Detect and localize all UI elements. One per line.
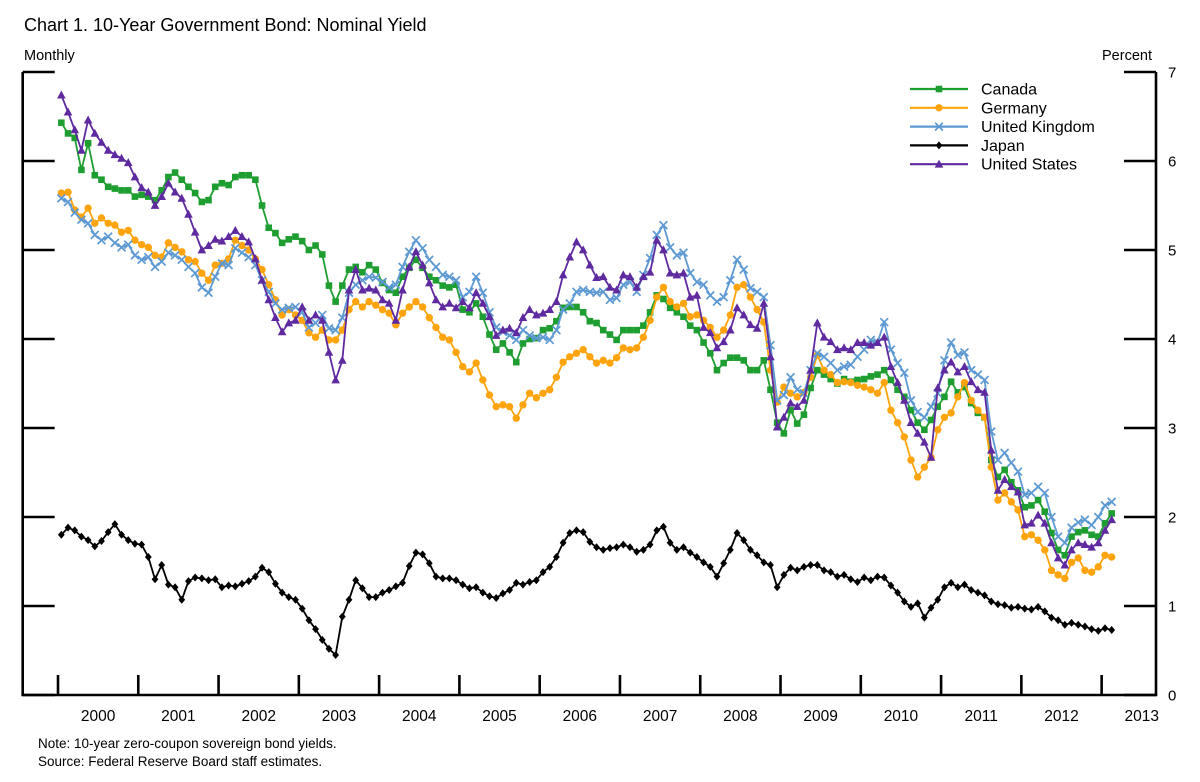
y-tick-label: 4 bbox=[1168, 332, 1176, 349]
x-tick-label: 2004 bbox=[402, 708, 437, 725]
series-line bbox=[60, 523, 1112, 656]
series-markers bbox=[57, 188, 1116, 583]
data-series bbox=[56, 90, 1117, 659]
legend-label: United States bbox=[981, 157, 1077, 174]
legend-label: Japan bbox=[981, 138, 1025, 155]
legend-entry-united-kingdom: United Kingdom bbox=[910, 119, 1095, 136]
y-tick-label: 5 bbox=[1168, 243, 1176, 260]
legend-entry-germany: Germany bbox=[910, 100, 1047, 117]
x-tick-label: 2007 bbox=[643, 708, 677, 725]
y-axis-unit-label: Percent bbox=[1102, 48, 1152, 64]
series-united-states bbox=[57, 90, 1116, 569]
legend-label: Canada bbox=[981, 82, 1037, 99]
x-tick-label: 2013 bbox=[1125, 708, 1159, 725]
x-tick-label: 2010 bbox=[884, 708, 919, 725]
legend-label: Germany bbox=[981, 100, 1047, 117]
y-tick-label: 2 bbox=[1168, 510, 1176, 527]
series-canada bbox=[58, 119, 1115, 559]
x-tick-label: 2006 bbox=[563, 708, 597, 725]
series-markers bbox=[57, 90, 1116, 569]
legend-entry-japan: Japan bbox=[910, 138, 1025, 155]
series-markers bbox=[58, 119, 1115, 559]
note-text: Note: 10-year zero-coupon sovereign bond… bbox=[38, 736, 337, 751]
frequency-label: Monthly bbox=[24, 48, 76, 64]
x-tick-label: 2002 bbox=[241, 708, 275, 725]
x-tick-label: 2003 bbox=[322, 708, 356, 725]
legend-label: United Kingdom bbox=[981, 119, 1095, 136]
x-tick-label: 2001 bbox=[161, 708, 195, 725]
legend-entry-canada: Canada bbox=[910, 82, 1037, 99]
x-tick-label: 2011 bbox=[965, 708, 998, 725]
series-japan bbox=[57, 520, 1116, 659]
axes: 0 1 2 3 4 5 6 7 2000 2001 2002 2003 2004 2005 2006 2007… bbox=[21, 65, 1176, 725]
x-tick-label: 2000 bbox=[81, 708, 116, 725]
series-germany bbox=[57, 188, 1116, 583]
chart-title: Chart 1. 10-Year Government Bond: Nomina… bbox=[24, 15, 427, 35]
y-tick-label: 7 bbox=[1168, 65, 1176, 82]
source-text: Source: Federal Reserve Board staff esti… bbox=[38, 754, 322, 769]
y-tick-label: 3 bbox=[1168, 421, 1176, 438]
series-markers bbox=[57, 520, 1116, 659]
y-tick-label: 0 bbox=[1168, 688, 1176, 705]
series-line bbox=[60, 197, 1113, 544]
y-tick-label: 6 bbox=[1168, 154, 1176, 171]
x-tick-label: 2012 bbox=[1044, 708, 1078, 725]
x-tick-label: 2009 bbox=[803, 708, 837, 725]
x-tick-label: 2005 bbox=[482, 708, 516, 725]
legend-entry-united-states: United States bbox=[910, 157, 1077, 174]
y-tick-label: 1 bbox=[1168, 599, 1176, 616]
series-line bbox=[60, 94, 1113, 566]
x-tick-label: 2008 bbox=[723, 708, 757, 725]
